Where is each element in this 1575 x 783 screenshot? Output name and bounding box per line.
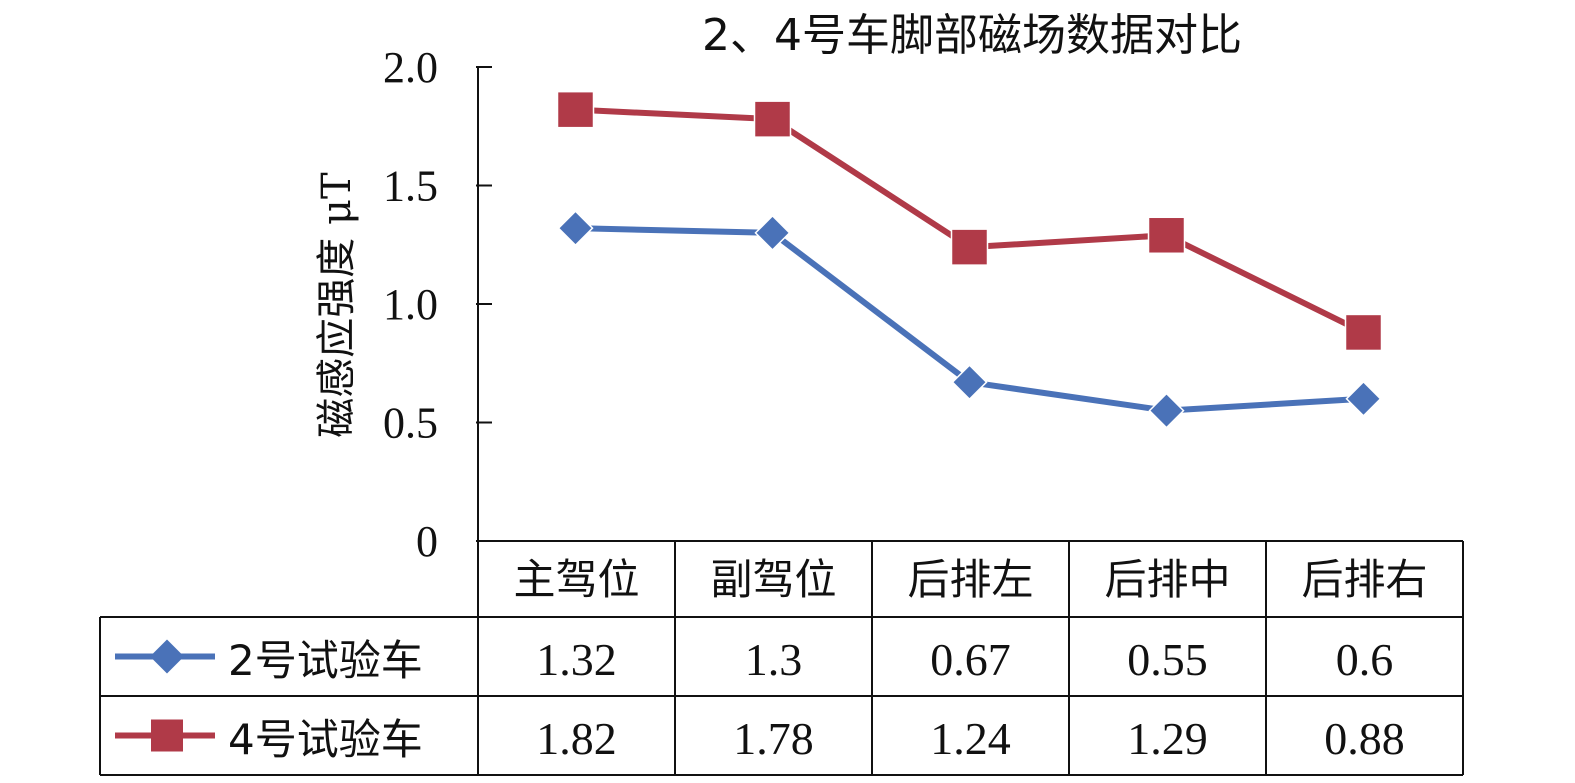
data-label: 1.3 xyxy=(745,634,803,685)
data-point-diamond xyxy=(754,214,791,251)
data-label: 1.78 xyxy=(733,713,814,764)
data-label: 1.82 xyxy=(536,713,617,764)
y-tick-label: 0 xyxy=(416,517,438,566)
data-point-diamond xyxy=(557,210,594,247)
data-label: 0.6 xyxy=(1336,634,1394,685)
y-tick-label: 1.0 xyxy=(383,280,438,329)
data-point-square xyxy=(1344,313,1383,352)
data-point-square xyxy=(1147,216,1186,255)
category-label: 后排中 xyxy=(1104,555,1230,604)
legend-marker-square xyxy=(151,719,183,752)
data-table: 主驾位 副驾位 后排左 后排中 后排右 2号试验车 1.32 1.3 0.67 0.55 0.6 4号… xyxy=(99,540,1464,776)
legend-label: 2号试验车 xyxy=(228,636,423,685)
data-point-diamond xyxy=(951,364,988,401)
legend-marker-diamond xyxy=(150,639,184,674)
legend-label: 4号试验车 xyxy=(228,715,423,764)
series-line xyxy=(575,106,1365,336)
data-point-square xyxy=(556,90,595,129)
y-tick-label: 2.0 xyxy=(383,43,438,92)
data-label: 0.55 xyxy=(1127,634,1208,685)
data-point-square xyxy=(753,100,792,138)
category-label: 后排左 xyxy=(907,555,1033,604)
data-label: 1.32 xyxy=(536,634,617,685)
chart-title: 2、4号车脚部磁场数据对比 xyxy=(702,10,1242,61)
category-label: 后排右 xyxy=(1301,555,1427,604)
category-label: 主驾位 xyxy=(513,555,639,604)
data-point-diamond xyxy=(1345,380,1382,417)
y-axis: 2.0 1.5 1.0 0.5 0 xyxy=(383,43,492,566)
data-label: 0.67 xyxy=(930,634,1011,685)
data-label: 1.24 xyxy=(930,713,1011,764)
y-axis-label: 磁感应强度 μT xyxy=(314,172,360,438)
data-label: 0.88 xyxy=(1324,713,1405,764)
data-point-diamond xyxy=(1148,392,1185,429)
y-tick-label: 1.5 xyxy=(383,162,438,211)
data-point-square xyxy=(950,228,989,266)
y-tick-label: 0.5 xyxy=(383,399,438,448)
data-label: 1.29 xyxy=(1127,713,1208,764)
category-label: 副驾位 xyxy=(710,555,836,604)
plot-area xyxy=(556,90,1383,429)
